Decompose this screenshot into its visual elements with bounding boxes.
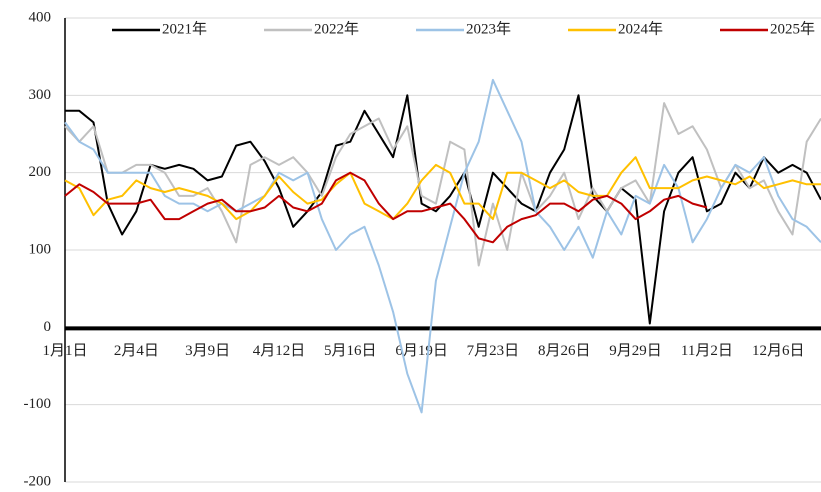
x-tick-label: 6月19日 <box>395 343 448 359</box>
x-tick-label: 3月9日 <box>185 343 230 359</box>
series-line <box>64 171 708 244</box>
y-tick-label: -200 <box>24 473 52 489</box>
x-tick-label: 5月16日 <box>324 343 377 359</box>
legend-label: 2023年 <box>466 20 511 37</box>
series-line <box>64 156 821 221</box>
series-line <box>65 94 821 325</box>
x-tick-label: 2月4日 <box>114 343 159 359</box>
legend-label: 2021年 <box>162 20 207 37</box>
series-line <box>64 78 821 414</box>
x-tick-label: 12月6日 <box>752 343 805 359</box>
x-tick-label: 4月12日 <box>253 343 306 359</box>
x-tick-label: 1月1日 <box>42 343 87 359</box>
legend-label: 2025年 <box>770 20 815 37</box>
x-tick-label: 11月2日 <box>681 343 733 359</box>
y-tick-label: 200 <box>29 164 52 180</box>
y-tick-label: -100 <box>24 396 52 412</box>
legend-label: 2022年 <box>314 20 359 37</box>
y-tick-label: 0 <box>44 319 52 335</box>
legend-label: 2024年 <box>618 20 663 37</box>
x-tick-label: 7月23日 <box>467 343 520 359</box>
y-tick-label: 300 <box>29 87 52 103</box>
series-line <box>64 102 821 267</box>
x-tick-label: 9月29日 <box>609 343 662 359</box>
x-tick-label: 8月26日 <box>538 343 591 359</box>
y-tick-label: 100 <box>29 241 52 257</box>
y-tick-label: 400 <box>29 9 52 25</box>
